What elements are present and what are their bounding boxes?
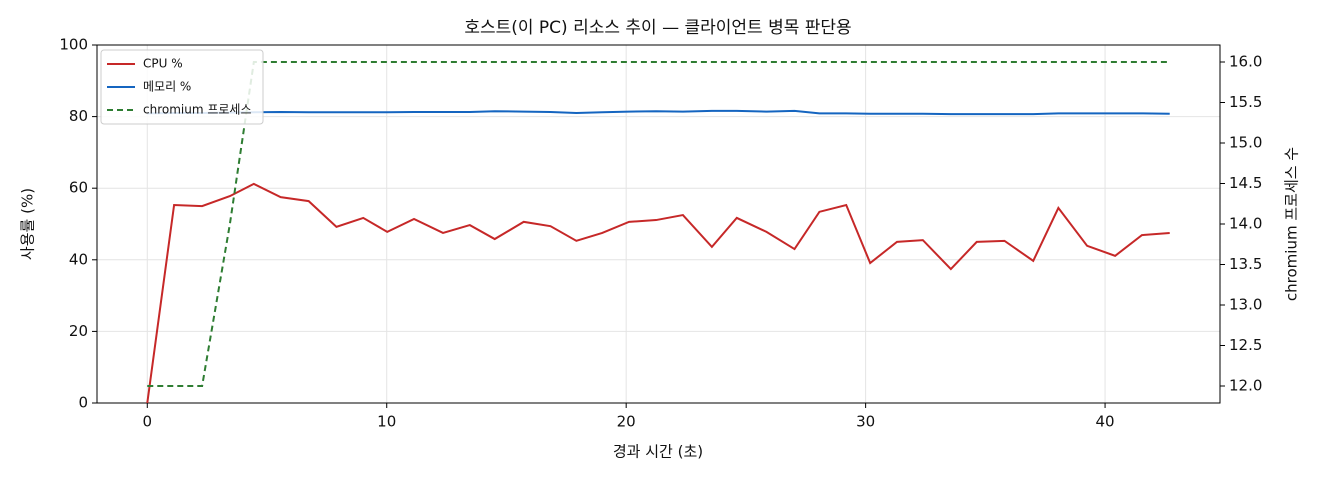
x-axis-label: 경과 시간 (초) <box>613 443 703 461</box>
plot-frame <box>96 44 1221 404</box>
series-line <box>147 109 1170 116</box>
y2-tick-label: 14.0 <box>1229 215 1262 233</box>
legend-label: 메모리 % <box>143 80 191 94</box>
y2-tick-label: 12.5 <box>1229 336 1262 354</box>
legend-label: chromium 프로세스 <box>143 103 252 117</box>
x-tick-label: 40 <box>1096 413 1115 431</box>
y2-tick-label: 16.0 <box>1229 53 1262 71</box>
x-tick-label: 10 <box>377 413 396 431</box>
y-tick-label: 60 <box>69 179 88 197</box>
series-line <box>147 61 1170 387</box>
y2-tick-label: 13.0 <box>1229 295 1262 313</box>
y2-tick-label: 12.0 <box>1229 376 1262 394</box>
legend-box <box>100 49 264 125</box>
y2-tick-label: 15.0 <box>1229 134 1262 152</box>
y2-axis-label: chromium 프로세스 수 <box>1283 147 1301 301</box>
y-tick-label: 20 <box>69 322 88 340</box>
x-tick-label: 0 <box>143 413 153 431</box>
x-tick-label: 30 <box>856 413 875 431</box>
y2-tick-label: 15.5 <box>1229 93 1262 111</box>
x-tick-label: 20 <box>617 413 636 431</box>
legend-label: CPU % <box>143 57 183 71</box>
y-axis-label: 사용률 (%) <box>19 188 37 260</box>
y-tick-label: 40 <box>69 250 88 268</box>
y2-tick-label: 14.5 <box>1229 174 1262 192</box>
series-line <box>146 182 1170 404</box>
y-tick-label: 80 <box>69 107 88 125</box>
y2-tick-label: 13.5 <box>1229 255 1262 273</box>
y-tick-label: 100 <box>59 36 88 54</box>
chart-title: 호스트(이 PC) 리소스 추이 — 클라이언트 병목 판단용 <box>464 18 851 38</box>
y-tick-label: 0 <box>78 394 88 412</box>
